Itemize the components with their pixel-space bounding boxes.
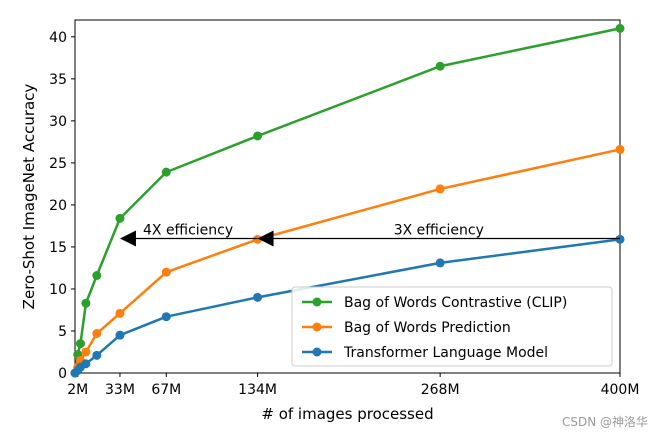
- legend-item: Bag of Words Contrastive (CLIP): [302, 295, 567, 311]
- legend-label: Transformer Language Model: [343, 345, 548, 361]
- y-tick-label: 30: [49, 114, 67, 130]
- legend-swatch-marker: [312, 322, 322, 332]
- data-point: [81, 298, 91, 308]
- x-tick-label: 134M: [238, 382, 277, 398]
- annotation-layer: 4X efficiency 3X efficiency: [119, 223, 620, 247]
- data-point: [615, 234, 625, 244]
- data-point: [435, 184, 445, 194]
- data-point: [435, 61, 445, 71]
- data-point: [253, 131, 263, 141]
- annotation-label: 3X efficiency: [394, 223, 484, 239]
- y-tick-label: 35: [49, 72, 67, 88]
- data-point: [161, 267, 171, 277]
- data-point: [81, 359, 91, 369]
- data-point: [92, 350, 102, 360]
- data-point: [92, 271, 102, 281]
- y-axis-label: Zero-Shot ImageNet Accuracy: [20, 84, 38, 310]
- annotation-label: 4X efficiency: [143, 223, 233, 239]
- data-point: [81, 347, 91, 357]
- legend-item: Bag of Words Prediction: [302, 320, 511, 336]
- y-tick-label: 20: [49, 198, 67, 214]
- data-point: [615, 144, 625, 154]
- watermark: CSDN @神洛华: [562, 414, 648, 429]
- y-tick-label: 10: [49, 282, 67, 298]
- y-tick-label: 25: [49, 156, 67, 172]
- series-layer: [70, 23, 625, 378]
- data-point: [435, 258, 445, 268]
- x-tick-label: 400M: [601, 382, 640, 398]
- data-point: [161, 167, 171, 177]
- data-point: [253, 292, 263, 302]
- series: [70, 234, 625, 378]
- data-point: [615, 23, 625, 33]
- x-axis-label: # of images processed: [261, 405, 433, 423]
- efficiency-annotation: 3X efficiency: [257, 223, 620, 247]
- x-tick-label: 67M: [151, 382, 181, 398]
- data-point: [253, 234, 263, 244]
- series-line: [73, 27, 621, 374]
- y-tick-label: 40: [49, 30, 67, 46]
- plot-area: [74, 19, 621, 374]
- data-point: [161, 312, 171, 322]
- efficiency-annotation: 4X efficiency: [119, 223, 258, 247]
- arrow-head: [257, 230, 274, 247]
- legend-label: Bag of Words Prediction: [344, 320, 511, 336]
- y-tick-label: 15: [49, 240, 67, 256]
- data-point: [92, 328, 102, 338]
- data-point: [115, 308, 125, 318]
- data-point: [115, 213, 125, 223]
- axes-frame: [74, 19, 621, 374]
- x-tick-label: 268M: [421, 382, 460, 398]
- data-point: [75, 339, 85, 349]
- x-tick-label: 33M: [105, 382, 135, 398]
- legend-swatch-marker: [312, 297, 322, 307]
- axis-ticks: 0 5 10 15 20 25 30 35 40 2M 33M 67M 134M 268M 400M: [49, 30, 639, 398]
- data-point: [115, 330, 125, 340]
- legend: Bag of Words Contrastive (CLIP) Bag of Wo…: [291, 286, 613, 367]
- arrow-head: [119, 230, 136, 247]
- y-tick-label: 0: [58, 366, 67, 382]
- legend-label: Bag of Words Contrastive (CLIP): [344, 295, 567, 311]
- legend-box: [291, 286, 613, 367]
- legend-item: Transformer Language Model: [302, 345, 548, 361]
- legend-swatch-marker: [312, 347, 322, 357]
- x-tick-label: 2M: [67, 382, 88, 398]
- y-tick-label: 5: [58, 324, 67, 340]
